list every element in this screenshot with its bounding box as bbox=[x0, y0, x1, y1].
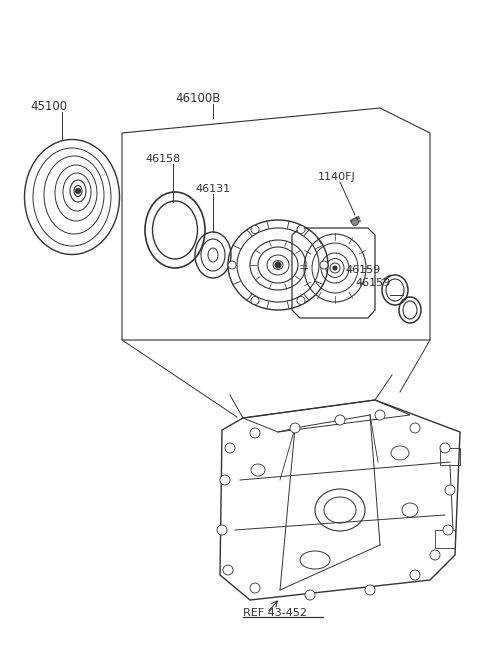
Circle shape bbox=[365, 585, 375, 595]
Circle shape bbox=[250, 428, 260, 438]
Text: 46100B: 46100B bbox=[175, 92, 220, 105]
Circle shape bbox=[445, 485, 455, 495]
Circle shape bbox=[443, 525, 453, 535]
Circle shape bbox=[297, 225, 305, 233]
Circle shape bbox=[410, 423, 420, 433]
Circle shape bbox=[375, 410, 385, 420]
Circle shape bbox=[217, 525, 227, 535]
Circle shape bbox=[251, 225, 259, 233]
Circle shape bbox=[290, 423, 300, 433]
Circle shape bbox=[335, 415, 345, 425]
Text: 46159: 46159 bbox=[345, 265, 380, 275]
Circle shape bbox=[250, 583, 260, 593]
Circle shape bbox=[223, 565, 233, 575]
Circle shape bbox=[75, 189, 81, 193]
Circle shape bbox=[333, 266, 337, 270]
Circle shape bbox=[220, 475, 230, 485]
Text: REF 43-452: REF 43-452 bbox=[243, 608, 307, 618]
Text: 46131: 46131 bbox=[195, 184, 230, 194]
Circle shape bbox=[330, 263, 340, 273]
Circle shape bbox=[251, 297, 259, 305]
Circle shape bbox=[440, 443, 450, 453]
Circle shape bbox=[320, 261, 328, 269]
Text: 46159: 46159 bbox=[355, 278, 390, 288]
Circle shape bbox=[297, 297, 305, 305]
Circle shape bbox=[228, 261, 236, 269]
Circle shape bbox=[275, 262, 281, 268]
Text: 1140FJ: 1140FJ bbox=[318, 172, 356, 182]
Text: 45100: 45100 bbox=[30, 100, 67, 113]
Circle shape bbox=[305, 590, 315, 600]
Text: 46158: 46158 bbox=[145, 154, 180, 164]
Circle shape bbox=[430, 550, 440, 560]
Circle shape bbox=[410, 570, 420, 580]
Circle shape bbox=[351, 219, 359, 225]
Circle shape bbox=[225, 443, 235, 453]
